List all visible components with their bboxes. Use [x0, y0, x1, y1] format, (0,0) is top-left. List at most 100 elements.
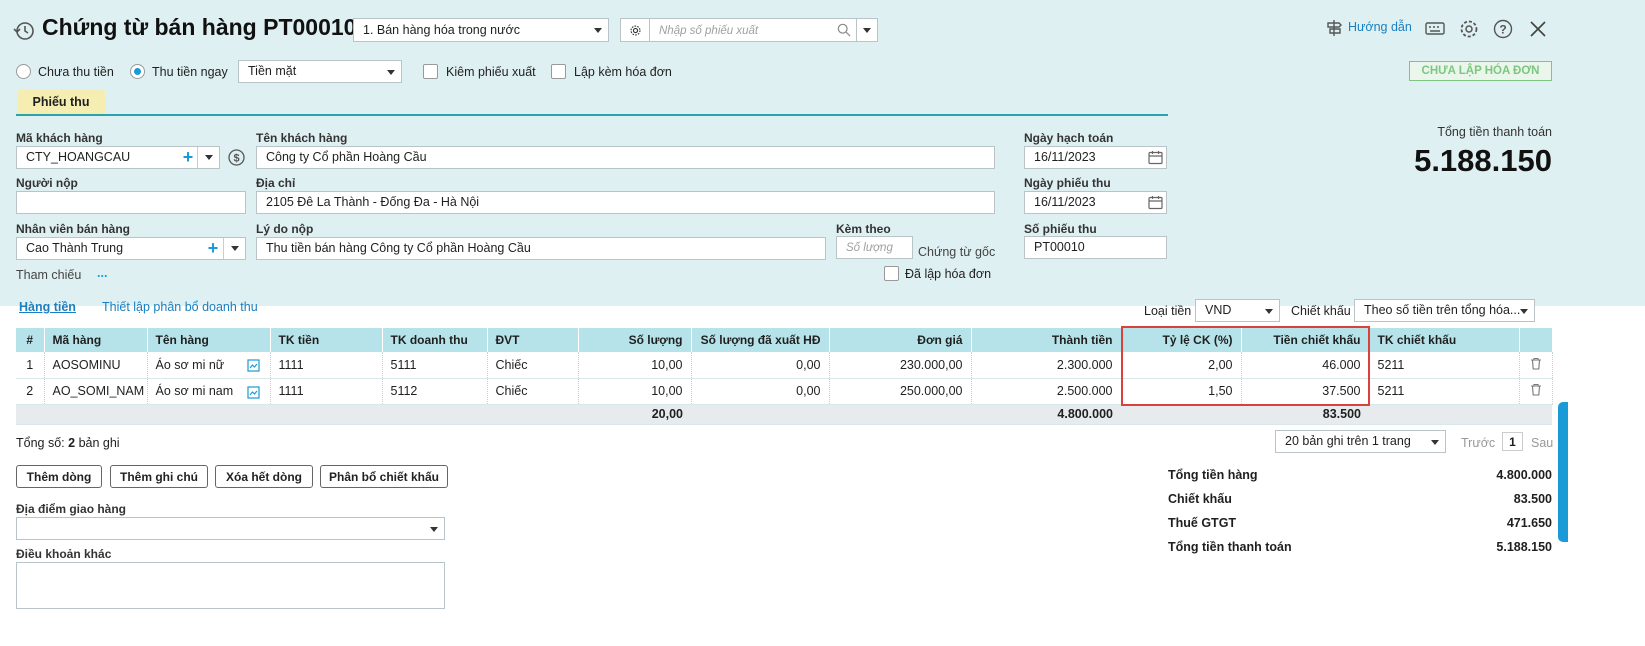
col-header-discount-account[interactable]: TK chiết khấu	[1369, 328, 1520, 352]
with-invoice-checkbox[interactable]	[551, 64, 566, 79]
cell-revenue-account[interactable]: 5112	[382, 378, 488, 405]
gear-icon[interactable]	[1458, 18, 1480, 40]
receipt-no-field[interactable]: PT00010	[1024, 236, 1167, 259]
posting-date-field[interactable]: 16/11/2023	[1024, 146, 1167, 169]
guide-link[interactable]: Hướng dẫn	[1348, 20, 1412, 34]
cell-name[interactable]: Áo sơ mi nam	[147, 378, 271, 405]
col-header-unit[interactable]: ĐVT	[487, 328, 579, 352]
trash-icon[interactable]	[1530, 383, 1542, 396]
current-page[interactable]: 1	[1502, 432, 1523, 451]
customer-name-field[interactable]: Công ty Cổ phần Hoàng Cầu	[256, 146, 995, 169]
col-header-discount-rate[interactable]: Tỷ lệ CK (%)	[1121, 328, 1242, 352]
side-panel-tab[interactable]	[1558, 402, 1568, 542]
cell-discount-account[interactable]: 5211	[1369, 378, 1520, 405]
cell-cash-account[interactable]: 1111	[270, 352, 383, 379]
invoiced-label: Đã lập hóa đơn	[905, 267, 992, 281]
col-header-revenue-account[interactable]: TK doanh thu	[382, 328, 488, 352]
chevron-down-icon[interactable]	[226, 239, 244, 257]
cell-code[interactable]: AO_SOMI_NAM	[44, 378, 148, 405]
other-terms-textarea[interactable]	[16, 562, 445, 609]
attach-count-field[interactable]: Số lượng	[836, 236, 913, 259]
close-icon[interactable]	[1527, 18, 1549, 40]
trash-icon[interactable]	[1530, 357, 1542, 370]
prev-page-button[interactable]: Trước	[1461, 436, 1496, 450]
col-header-amount[interactable]: Thành tiền	[971, 328, 1122, 352]
sale-type-select[interactable]: 1. Bán hàng hóa trong nước	[353, 18, 609, 42]
cell-revenue-account[interactable]: 5111	[382, 352, 488, 379]
col-header-qty[interactable]: Số lượng	[578, 328, 692, 352]
cell-discount-rate[interactable]: 2,00	[1121, 352, 1242, 379]
chevron-down-icon	[1520, 309, 1528, 314]
add-row-button[interactable]: Thêm dòng	[16, 465, 102, 488]
discount-mode-select[interactable]: Theo số tiền trên tổng hóa...	[1354, 299, 1535, 322]
cell-name[interactable]: Áo sơ mi nữ	[147, 352, 271, 379]
cell-discount-rate[interactable]: 1,50	[1121, 378, 1242, 405]
invoiced-checkbox[interactable]	[884, 266, 899, 281]
next-page-button[interactable]: Sau	[1531, 436, 1554, 450]
cell-unit[interactable]: Chiếc	[487, 352, 579, 379]
dollar-icon[interactable]: $	[227, 148, 245, 166]
search-settings-button[interactable]	[620, 18, 650, 42]
col-header-actions	[1519, 328, 1553, 352]
table-footer-row: 20,00 4.800.000 83.500	[16, 404, 1552, 425]
col-header-discount-amount[interactable]: Tiền chiết khấu	[1241, 328, 1370, 352]
tab-receipt[interactable]: Phiếu thu	[17, 89, 105, 114]
unpaid-radio[interactable]	[16, 64, 31, 79]
salesperson-field[interactable]: Cao Thành Trung	[16, 237, 246, 260]
chevron-down-icon[interactable]	[200, 148, 218, 166]
cell-price[interactable]: 230.000,00	[829, 352, 972, 379]
cell-discount-amount[interactable]: 37.500	[1241, 378, 1370, 405]
cell-amount[interactable]: 2.300.000	[971, 352, 1122, 379]
cell-discount-amount[interactable]: 46.000	[1241, 352, 1370, 379]
calendar-icon[interactable]	[1146, 148, 1164, 166]
col-header-price[interactable]: Đơn giá	[829, 328, 972, 352]
col-header-name[interactable]: Tên hàng	[147, 328, 271, 352]
col-header-code[interactable]: Mã hàng	[44, 328, 148, 352]
paid-now-radio[interactable]	[130, 64, 145, 79]
guide-icon[interactable]	[1323, 17, 1345, 39]
calendar-icon[interactable]	[1146, 193, 1164, 211]
delete-all-rows-button[interactable]: Xóa hết dòng	[215, 465, 313, 488]
chevron-down-icon	[430, 527, 438, 532]
receipt-no-value: PT00010	[1034, 240, 1085, 254]
cell-price[interactable]: 250.000,00	[829, 378, 972, 405]
summary-value: 5.188.150	[1496, 540, 1552, 554]
cell-qty[interactable]: 10,00	[578, 352, 692, 379]
customer-name-label: Tên khách hàng	[256, 131, 348, 145]
cell-cash-account[interactable]: 1111	[270, 378, 383, 405]
customer-code-field[interactable]: CTY_HOANGCAU	[16, 146, 220, 169]
item-detail-icon	[246, 359, 260, 372]
summary-label: Tổng tiền hàng	[1168, 468, 1258, 482]
tab-goods[interactable]: Hàng tiền	[19, 300, 76, 314]
keyboard-icon[interactable]	[1424, 18, 1446, 40]
export-search-dropdown[interactable]	[856, 18, 878, 42]
cell-amount[interactable]: 2.500.000	[971, 378, 1122, 405]
cell-qty[interactable]: 10,00	[578, 378, 692, 405]
svg-text:?: ?	[1499, 23, 1506, 37]
payer-field[interactable]	[16, 191, 246, 214]
cell-code[interactable]: AOSOMINU	[44, 352, 148, 379]
help-icon[interactable]: ?	[1492, 18, 1514, 40]
cell-discount-account[interactable]: 5211	[1369, 352, 1520, 379]
table-row[interactable]: 2 AO_SOMI_NAM Áo sơ mi nam 1111 5112 Chi…	[16, 378, 1553, 405]
tab-revenue-allocation[interactable]: Thiết lập phân bổ doanh thu	[102, 300, 258, 314]
table-row[interactable]: 1 AOSOMINU Áo sơ mi nữ 1111 5111 Chiếc 1…	[16, 352, 1553, 379]
include-export-checkbox[interactable]	[423, 64, 438, 79]
address-field[interactable]: 2105 Đê La Thành - Đống Đa - Hà Nội	[256, 191, 995, 214]
col-header-qty-invoiced[interactable]: Số lượng đã xuất HĐ	[691, 328, 830, 352]
reference-link[interactable]: ...	[97, 266, 108, 280]
cell-unit[interactable]: Chiếc	[487, 378, 579, 405]
reason-field[interactable]: Thu tiền bán hàng Công ty Cổ phần Hoàng …	[256, 237, 826, 260]
add-salesperson-icon[interactable]: +	[207, 237, 219, 258]
col-header-cash-account[interactable]: TK tiền	[270, 328, 383, 352]
delivery-place-select[interactable]	[16, 517, 445, 540]
add-customer-icon[interactable]: +	[182, 146, 194, 167]
history-icon[interactable]	[12, 19, 36, 43]
currency-select[interactable]: VND	[1195, 299, 1280, 322]
receipt-date-field[interactable]: 16/11/2023	[1024, 191, 1167, 214]
export-voucher-search-input[interactable]: Nhập số phiếu xuất	[649, 18, 857, 42]
allocate-discount-button[interactable]: Phân bổ chiết khấu	[320, 465, 448, 488]
payment-method-select[interactable]: Tiền mặt	[238, 60, 402, 83]
page-size-select[interactable]: 20 bản ghi trên 1 trang	[1275, 430, 1446, 453]
add-note-button[interactable]: Thêm ghi chú	[110, 465, 208, 488]
